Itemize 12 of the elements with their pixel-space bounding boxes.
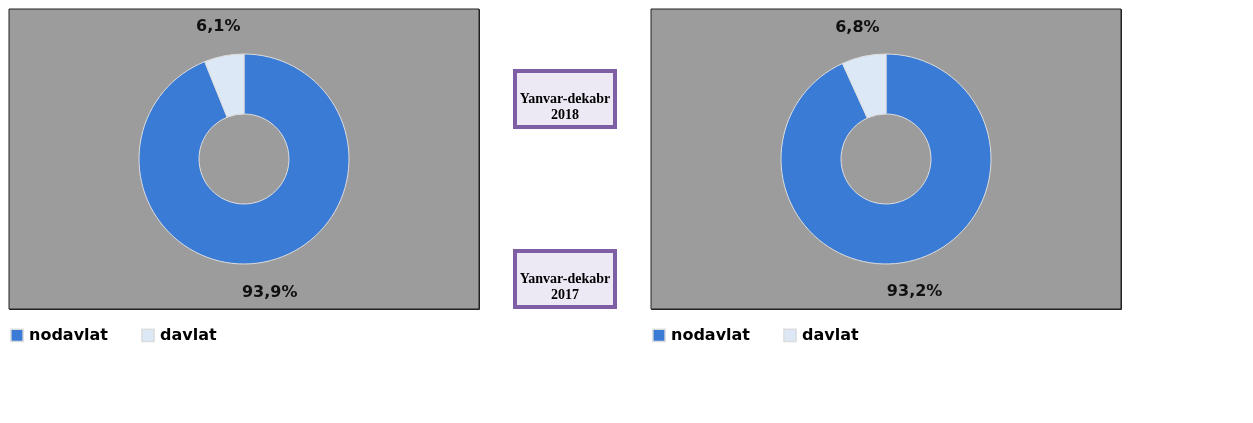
data-label: 93,9%: [241, 281, 298, 301]
legend-label: nodavlat: [671, 325, 751, 345]
text: Yanvar-dekabr 2017: [519, 271, 611, 302]
legend-label: davlat: [802, 325, 859, 345]
text: Yanvar-dekabr 2018: [519, 91, 611, 122]
donut-slice: [138, 53, 350, 265]
legend-label: nodavlat: [29, 325, 109, 345]
data-label: 6,8%: [835, 17, 880, 37]
data-label: 6,1%: [196, 16, 241, 36]
donut-slice: [780, 53, 992, 265]
data-label: 93,2%: [886, 280, 943, 300]
legend-label: davlat: [160, 325, 217, 345]
